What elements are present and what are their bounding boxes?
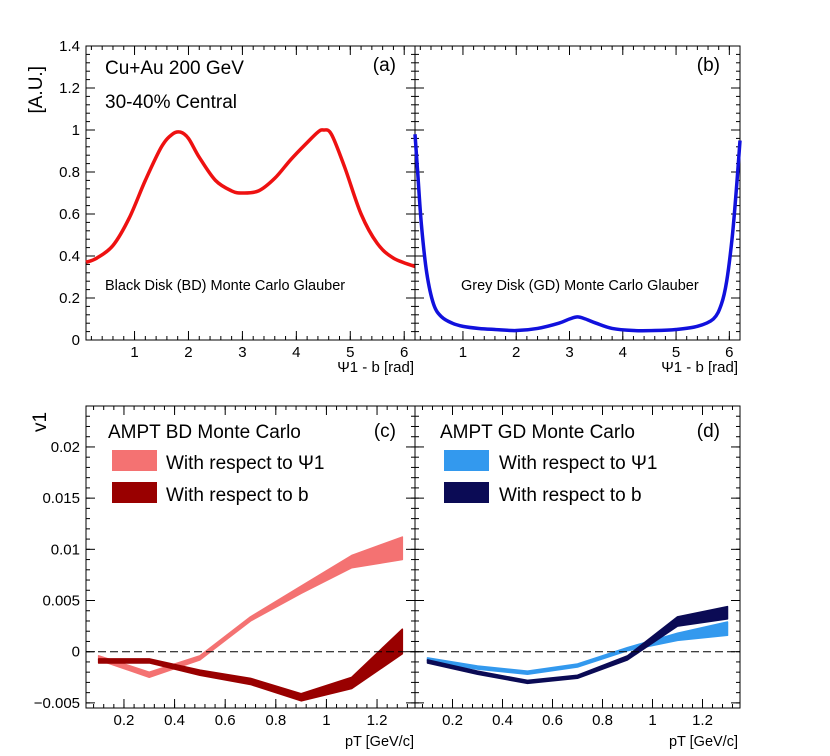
x-tick-label: 0.6	[542, 712, 563, 729]
panel-d-label: (d)	[697, 421, 720, 442]
band-b	[97, 628, 404, 702]
y-tick-label: 0.015	[42, 490, 80, 507]
band-psi1	[426, 621, 729, 675]
panel-c-label: (c)	[374, 421, 396, 442]
y-tick-label: 0.6	[59, 206, 80, 223]
y-tick-label: 1.2	[59, 80, 80, 97]
x-tick-label: 3	[238, 344, 246, 361]
y-tick-label: 0.02	[51, 439, 80, 456]
x-tick-label: 6	[725, 344, 733, 361]
x-tick-label: 1.2	[692, 712, 713, 729]
panel-d-xlabel: pT [GeV/c]	[669, 734, 738, 750]
x-tick-label: 6	[400, 344, 408, 361]
x-tick-label: 1	[322, 712, 330, 729]
x-tick-label: 0.6	[215, 712, 236, 729]
x-tick-label: 2	[512, 344, 520, 361]
x-tick-label: 0.2	[442, 712, 463, 729]
band-psi1	[97, 536, 404, 679]
x-tick-label: 3	[565, 344, 573, 361]
panel-d: 0.2 0.4 0.6 0.8 1 1.2 (d) AMPT GD Monte Carlo…	[414, 405, 741, 750]
x-tick-label: 0.4	[164, 712, 185, 729]
x-tick-label: 1	[130, 344, 138, 361]
x-tick-label: 1.2	[367, 712, 388, 729]
panel-c-xlabel: pT [GeV/c]	[345, 734, 414, 750]
panel-c-legend-swatch-0	[112, 450, 157, 471]
y-tick-label: 0.4	[59, 248, 80, 265]
x-tick-label: 4	[619, 344, 627, 361]
panel-c-bands	[97, 536, 404, 702]
x-tick-label: 1	[459, 344, 467, 361]
panel-b-xlabel: Ψ1 - b [rad]	[661, 359, 738, 376]
y-tick-label: 1	[72, 122, 80, 139]
y-tick-label: 0.005	[42, 593, 80, 610]
y-tick-label: −0.005	[34, 695, 80, 712]
panel-c-ylabel: v1	[30, 412, 51, 432]
panel-b: 1 2 3 4 5 6 (b) Grey Disk (GD) Monte Carlo Gl…	[413, 45, 742, 376]
panel-a: 1 2 3 4 5 6 0 0.2 0.4 0.6 0.8 1 1.2 1.4 (a) Cu+Au 200…	[26, 38, 416, 376]
y-tick-label: 1.4	[59, 38, 80, 55]
x-tick-label: 5	[672, 344, 680, 361]
panel-d-legend-swatch-1	[444, 482, 489, 503]
panel-b-model: Grey Disk (GD) Monte Carlo Glauber	[461, 278, 699, 294]
panel-a-ylabel: [A.U.]	[26, 66, 47, 114]
x-tick-label: 1	[648, 712, 656, 729]
panel-c-title: AMPT BD Monte Carlo	[108, 422, 301, 443]
band-b	[426, 605, 729, 685]
panel-d-frame	[414, 405, 741, 709]
x-tick-label: 0.8	[265, 712, 286, 729]
panel-c: 0.2 0.4 0.6 0.8 1 1.2 −0.005 0 0.005 0.01 0.015 0.0…	[30, 405, 416, 750]
panel-d-legend-swatch-0	[444, 450, 489, 471]
panel-a-label: (a)	[373, 55, 396, 76]
x-tick-label: 5	[346, 344, 354, 361]
panel-d-legend-0: With respect to Ψ1	[499, 453, 657, 474]
y-tick-label: 0.2	[59, 290, 80, 307]
panel-c-legend-1: With respect to b	[166, 485, 309, 506]
y-tick-label: 0	[72, 332, 80, 349]
x-tick-label: 0.2	[114, 712, 135, 729]
x-tick-label: 2	[184, 344, 192, 361]
panel-a-model: Black Disk (BD) Monte Carlo Glauber	[105, 278, 345, 294]
panel-a-energy: Cu+Au 200 GeV	[105, 58, 244, 79]
panel-c-legend-swatch-1	[112, 482, 157, 503]
panel-c-legend-0: With respect to Ψ1	[166, 453, 324, 474]
panel-b-curve	[413, 134, 742, 333]
panel-a-curve	[85, 128, 416, 269]
x-tick-label: 4	[292, 344, 300, 361]
panel-d-bands	[426, 605, 729, 685]
panel-a-ticks: 1 2 3 4 5 6 0 0.2 0.4 0.6 0.8 1 1.2 1.4	[59, 38, 416, 361]
x-tick-label: 0.8	[592, 712, 613, 729]
panel-d-title: AMPT GD Monte Carlo	[440, 422, 635, 443]
x-tick-label: 0.4	[492, 712, 513, 729]
y-tick-label: 0.8	[59, 164, 80, 181]
y-tick-label: 0	[72, 644, 80, 661]
panel-d-legend-1: With respect to b	[499, 485, 642, 506]
panel-b-frame	[414, 45, 741, 341]
panel-a-xlabel: Ψ1 - b [rad]	[337, 359, 414, 376]
panel-d-ticks: 0.2 0.4 0.6 0.8 1 1.2	[415, 405, 740, 729]
panel-b-ticks: 1 2 3 4 5 6	[415, 45, 741, 361]
panel-b-label: (b)	[697, 55, 720, 76]
y-tick-label: 0.01	[51, 541, 80, 558]
panel-a-centrality: 30-40% Central	[105, 92, 237, 113]
